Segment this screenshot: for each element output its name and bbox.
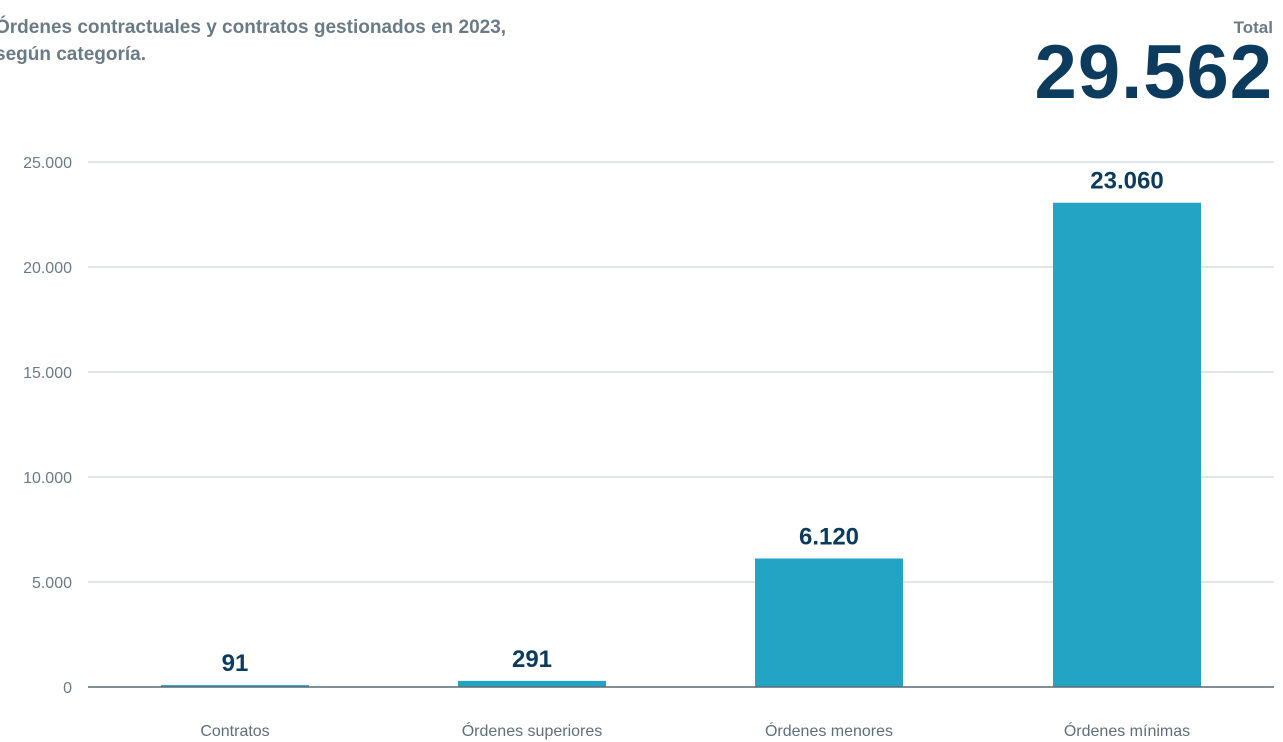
value-label: 23.060 (1090, 168, 1163, 195)
x-tick-label: Órdenes superiores (462, 721, 603, 740)
total-label: Total (1233, 18, 1273, 37)
value-label: 291 (512, 646, 552, 673)
y-tick-label: 15.000 (23, 365, 72, 382)
y-tick-label: 25.000 (23, 155, 72, 172)
x-axis-ticks: Contratos Órdenes superiores Órdenes menor… (200, 721, 1190, 740)
chart-title: Órdenes contractuales y contratos gestio… (0, 17, 507, 65)
bar (1053, 202, 1201, 688)
bar (161, 685, 309, 687)
y-tick-label: 10.000 (23, 470, 72, 487)
total-value: 29.562 (1034, 30, 1273, 115)
y-tick-label: 20.000 (23, 260, 72, 277)
bars (161, 202, 1201, 688)
bar (755, 558, 903, 687)
value-label: 91 (222, 650, 249, 677)
x-tick-label: Órdenes menores (765, 721, 893, 740)
value-labels: 91 291 6.120 23.060 (222, 168, 1164, 677)
y-tick-label: 0 (63, 680, 72, 697)
x-tick-label: Contratos (200, 723, 269, 740)
x-tick-label: Órdenes mínimas (1064, 721, 1190, 740)
y-axis-ticks: 0 5.000 10.000 15.000 20.000 25.000 (23, 155, 72, 697)
bar (458, 680, 606, 687)
value-label: 6.120 (799, 523, 859, 550)
y-tick-label: 5.000 (32, 575, 72, 592)
